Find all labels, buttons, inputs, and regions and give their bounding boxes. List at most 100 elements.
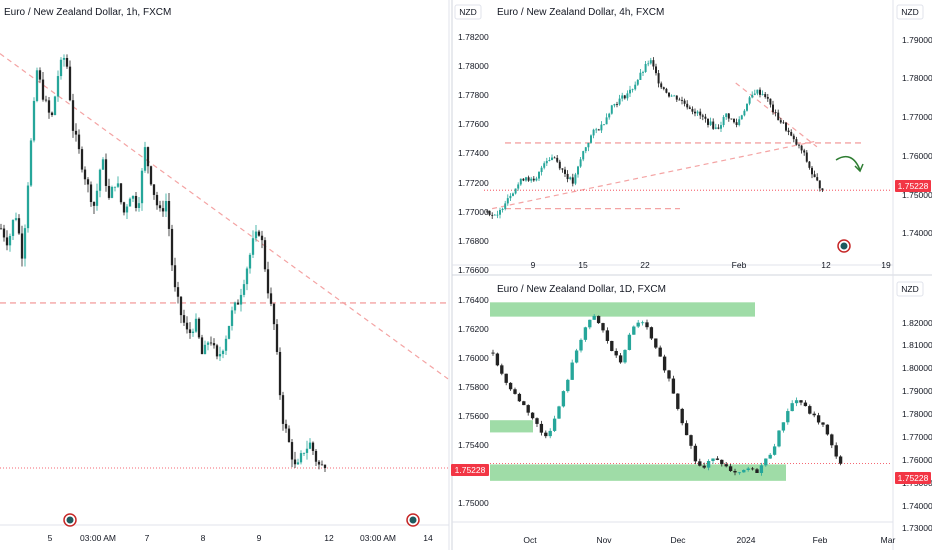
candle[interactable]: [684, 420, 689, 436]
candle[interactable]: [233, 301, 237, 314]
time-axis-4h[interactable]: 9 15 22 Feb 12 19: [531, 260, 891, 270]
candle[interactable]: [227, 325, 231, 340]
candle[interactable]: [500, 363, 504, 376]
candle[interactable]: [491, 349, 495, 356]
trendline[interactable]: [0, 53, 449, 380]
candle[interactable]: [230, 306, 234, 331]
candle[interactable]: [539, 420, 544, 436]
candle[interactable]: [296, 458, 300, 465]
candle[interactable]: [704, 113, 707, 123]
candle[interactable]: [200, 334, 204, 355]
candle[interactable]: [311, 441, 315, 455]
candle[interactable]: [668, 92, 670, 98]
candle[interactable]: [768, 452, 772, 459]
candle[interactable]: [725, 113, 728, 120]
candle[interactable]: [639, 68, 642, 80]
candle[interactable]: [587, 142, 590, 152]
candle[interactable]: [557, 405, 561, 419]
candle[interactable]: [618, 352, 623, 364]
candle[interactable]: [592, 314, 596, 320]
candle[interactable]: [266, 261, 270, 299]
candle[interactable]: [535, 176, 538, 182]
candle[interactable]: [17, 214, 21, 235]
candle[interactable]: [155, 191, 159, 210]
candle[interactable]: [662, 86, 665, 91]
candle[interactable]: [821, 422, 825, 428]
candle[interactable]: [627, 332, 632, 351]
candle[interactable]: [38, 67, 42, 83]
candle[interactable]: [707, 118, 709, 128]
candle[interactable]: [71, 93, 75, 138]
candle[interactable]: [281, 391, 285, 431]
candle[interactable]: [260, 230, 264, 249]
candle[interactable]: [561, 390, 566, 408]
candle[interactable]: [218, 346, 222, 362]
candle[interactable]: [545, 157, 548, 167]
candle[interactable]: [647, 60, 650, 67]
event-marker-icon[interactable]: [837, 239, 851, 253]
candle[interactable]: [759, 87, 761, 98]
candle[interactable]: [495, 352, 500, 367]
candle[interactable]: [662, 354, 667, 373]
candle[interactable]: [714, 123, 717, 130]
candle[interactable]: [197, 317, 201, 340]
candle[interactable]: [774, 109, 777, 117]
candle[interactable]: [203, 340, 207, 355]
candle[interactable]: [68, 60, 72, 102]
candle[interactable]: [527, 175, 530, 182]
candle[interactable]: [8, 233, 12, 252]
candle[interactable]: [676, 393, 680, 411]
candle[interactable]: [206, 341, 210, 351]
candle[interactable]: [323, 464, 327, 473]
candle[interactable]: [631, 88, 634, 93]
candle[interactable]: [792, 133, 795, 143]
candle[interactable]: [681, 96, 683, 105]
candle[interactable]: [658, 345, 662, 357]
candle[interactable]: [670, 94, 673, 97]
candle[interactable]: [701, 113, 704, 121]
candle[interactable]: [816, 173, 819, 182]
candle[interactable]: [722, 115, 725, 128]
candle[interactable]: [655, 63, 657, 76]
candle[interactable]: [733, 118, 735, 124]
candle[interactable]: [65, 54, 69, 69]
candle[interactable]: [191, 328, 195, 337]
candle[interactable]: [41, 71, 45, 102]
candle[interactable]: [608, 112, 611, 120]
candle[interactable]: [654, 338, 658, 349]
candle[interactable]: [699, 108, 702, 120]
candle[interactable]: [632, 325, 636, 335]
candle[interactable]: [540, 165, 543, 176]
candle[interactable]: [601, 322, 605, 333]
candle[interactable]: [605, 327, 610, 344]
candle[interactable]: [548, 428, 552, 439]
candle[interactable]: [779, 117, 782, 124]
candle[interactable]: [665, 87, 668, 94]
candle[interactable]: [167, 193, 171, 237]
candle[interactable]: [818, 180, 821, 192]
candle[interactable]: [629, 85, 631, 97]
candle[interactable]: [756, 89, 759, 96]
candle[interactable]: [566, 170, 569, 183]
candle[interactable]: [317, 459, 321, 470]
candle[interactable]: [513, 387, 517, 395]
candle[interactable]: [113, 186, 117, 192]
candle[interactable]: [634, 81, 637, 91]
candle[interactable]: [777, 109, 780, 121]
candle[interactable]: [772, 443, 777, 456]
candle[interactable]: [600, 121, 603, 134]
candle[interactable]: [179, 296, 183, 324]
candle[interactable]: [517, 182, 520, 191]
candle[interactable]: [720, 459, 724, 467]
candle[interactable]: [558, 159, 561, 171]
candle[interactable]: [737, 472, 742, 475]
candle[interactable]: [149, 165, 153, 186]
candle[interactable]: [812, 411, 816, 418]
candle[interactable]: [56, 70, 60, 102]
candle[interactable]: [508, 382, 513, 391]
time-axis-1d[interactable]: Oct Nov Dec 2024 Feb Mar: [523, 535, 895, 545]
candle[interactable]: [621, 92, 624, 102]
candle[interactable]: [257, 229, 261, 237]
candle[interactable]: [212, 338, 216, 349]
candle[interactable]: [785, 122, 787, 132]
